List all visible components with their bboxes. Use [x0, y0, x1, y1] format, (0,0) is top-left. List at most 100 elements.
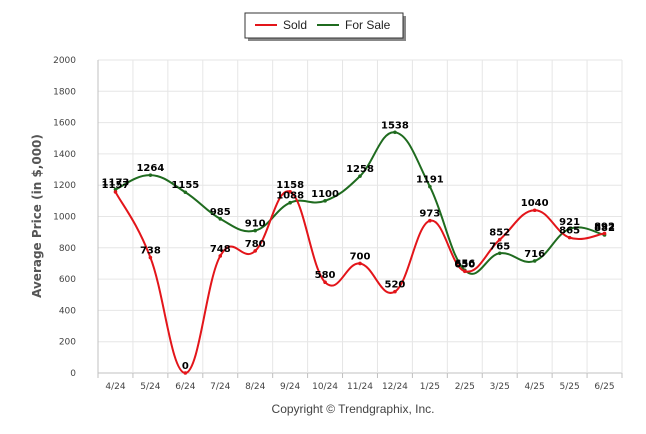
- y-axis-title: Average Price (in $,000): [30, 134, 44, 298]
- point-sold: [358, 261, 362, 266]
- y-tick-label: 1800: [53, 87, 76, 97]
- data-label-for-sale: 765: [489, 241, 510, 252]
- point-for-sale: [567, 227, 572, 231]
- y-tick-label: 1400: [53, 150, 76, 160]
- data-label-for-sale: 1191: [416, 175, 444, 186]
- data-label-sold: 700: [350, 251, 371, 262]
- data-label-sold: 0: [182, 361, 189, 372]
- data-label-for-sale: 985: [210, 207, 231, 218]
- legend-label-sold: Sold: [283, 18, 307, 32]
- x-tick-label: 12/24: [382, 382, 408, 392]
- point-for-sale: [148, 173, 153, 177]
- y-tick-label: 200: [59, 338, 76, 348]
- data-labels: 1157 738 0 748 780 1158 580 700 520 973 650 852 1040…: [102, 120, 615, 372]
- point-sold: [393, 289, 397, 294]
- point-sold: [428, 218, 432, 223]
- data-label-for-sale: 1538: [381, 120, 409, 131]
- point-sold: [113, 190, 118, 194]
- x-tick-label: 2/25: [455, 382, 475, 392]
- point-for-sale: [393, 130, 397, 135]
- y-tick-label: 600: [59, 275, 76, 285]
- x-tick-label: 4/25: [525, 382, 545, 392]
- data-label-for-sale: 1100: [311, 189, 339, 200]
- copyright-text: Copyright © Trendgraphix, Inc.: [272, 402, 435, 416]
- x-tick-label: 9/24: [280, 382, 300, 392]
- data-label-for-sale: 1258: [346, 164, 374, 175]
- point-for-sale: [183, 190, 188, 195]
- data-label-sold: 748: [210, 244, 231, 255]
- data-label-sold: 650: [454, 259, 475, 270]
- point-sold: [532, 208, 537, 213]
- y-tick-label: 1000: [53, 213, 76, 223]
- data-label-for-sale: 1155: [171, 180, 199, 191]
- data-label-sold: 580: [315, 270, 336, 281]
- data-label-for-sale: 910: [245, 219, 266, 230]
- x-tick-label: 5/24: [140, 382, 160, 392]
- x-tick-label: 4/24: [105, 382, 125, 392]
- data-label-sold: 852: [489, 228, 510, 239]
- x-tick-label: 3/25: [490, 382, 510, 392]
- point-for-sale: [497, 251, 502, 256]
- point-sold: [183, 371, 188, 375]
- point-for-sale: [113, 187, 118, 192]
- y-axis-ticks: 0 200 400 600 800 1000 1200 1400 1600 1800 2000: [53, 56, 76, 379]
- point-for-sale: [288, 200, 292, 205]
- data-label-sold: 520: [384, 280, 405, 291]
- series-line-sold: [114, 190, 605, 375]
- point-sold: [253, 249, 257, 253]
- data-label-sold: 1158: [276, 180, 304, 191]
- x-tick-label: 6/25: [594, 382, 614, 392]
- point-sold: [602, 231, 607, 236]
- point-sold: [148, 255, 153, 260]
- data-label-for-sale: 921: [559, 217, 580, 228]
- y-tick-label: 800: [59, 244, 76, 254]
- legend[interactable]: Sold For Sale: [244, 12, 406, 41]
- point-sold: [323, 280, 327, 285]
- point-sold: [463, 269, 467, 274]
- y-tick-label: 1200: [53, 181, 76, 191]
- point-for-sale: [323, 199, 327, 203]
- point-for-sale: [218, 217, 223, 221]
- legend-item-for-sale[interactable]: For Sale: [317, 18, 391, 32]
- data-label-sold: 738: [140, 246, 161, 257]
- data-label-sold: 865: [559, 226, 580, 237]
- point-for-sale: [532, 259, 537, 263]
- x-tick-label: 7/24: [210, 382, 230, 392]
- legend-item-sold[interactable]: Sold: [255, 18, 307, 32]
- data-label-for-sale: 1173: [102, 177, 130, 188]
- series-line-for-sale: [115, 131, 605, 275]
- data-label-for-sale: 1264: [136, 163, 164, 174]
- point-sold: [497, 237, 502, 242]
- x-tick-label: 5/25: [559, 382, 579, 392]
- data-label-sold: 1040: [521, 198, 549, 209]
- point-sold: [288, 189, 292, 194]
- data-label-sold: 892: [594, 221, 615, 232]
- data-label-for-sale: 716: [524, 249, 545, 260]
- x-axis-ticks: 4/24 5/24 6/24 7/24 8/24 9/24 10/24 11/24 12/24 1…: [105, 382, 614, 392]
- y-tick-label: 2000: [53, 56, 76, 66]
- point-for-sale: [358, 174, 362, 178]
- point-for-sale: [253, 228, 257, 233]
- x-tick-label: 8/24: [245, 382, 265, 392]
- x-tick-label: 1/25: [420, 382, 440, 392]
- data-label-for-sale: 656: [454, 258, 475, 269]
- point-for-sale: [428, 184, 432, 189]
- y-tick-label: 400: [59, 306, 76, 316]
- data-label-sold: 1157: [102, 180, 130, 191]
- x-tick-label: 11/24: [347, 382, 373, 392]
- data-label-sold: 973: [419, 209, 440, 220]
- gridlines: [97, 59, 623, 378]
- series-lines: [113, 130, 607, 375]
- data-label-for-sale: 882: [594, 223, 615, 234]
- point-sold: [567, 235, 572, 240]
- data-label-for-sale: 1088: [276, 191, 304, 202]
- x-tick-label: 6/24: [175, 382, 195, 392]
- y-tick-label: 0: [70, 369, 76, 379]
- x-tick-label: 10/24: [312, 382, 338, 392]
- point-sold: [218, 254, 223, 258]
- legend-label-for-sale: For Sale: [345, 18, 391, 32]
- data-label-sold: 780: [245, 239, 266, 250]
- y-tick-label: 1600: [53, 119, 76, 129]
